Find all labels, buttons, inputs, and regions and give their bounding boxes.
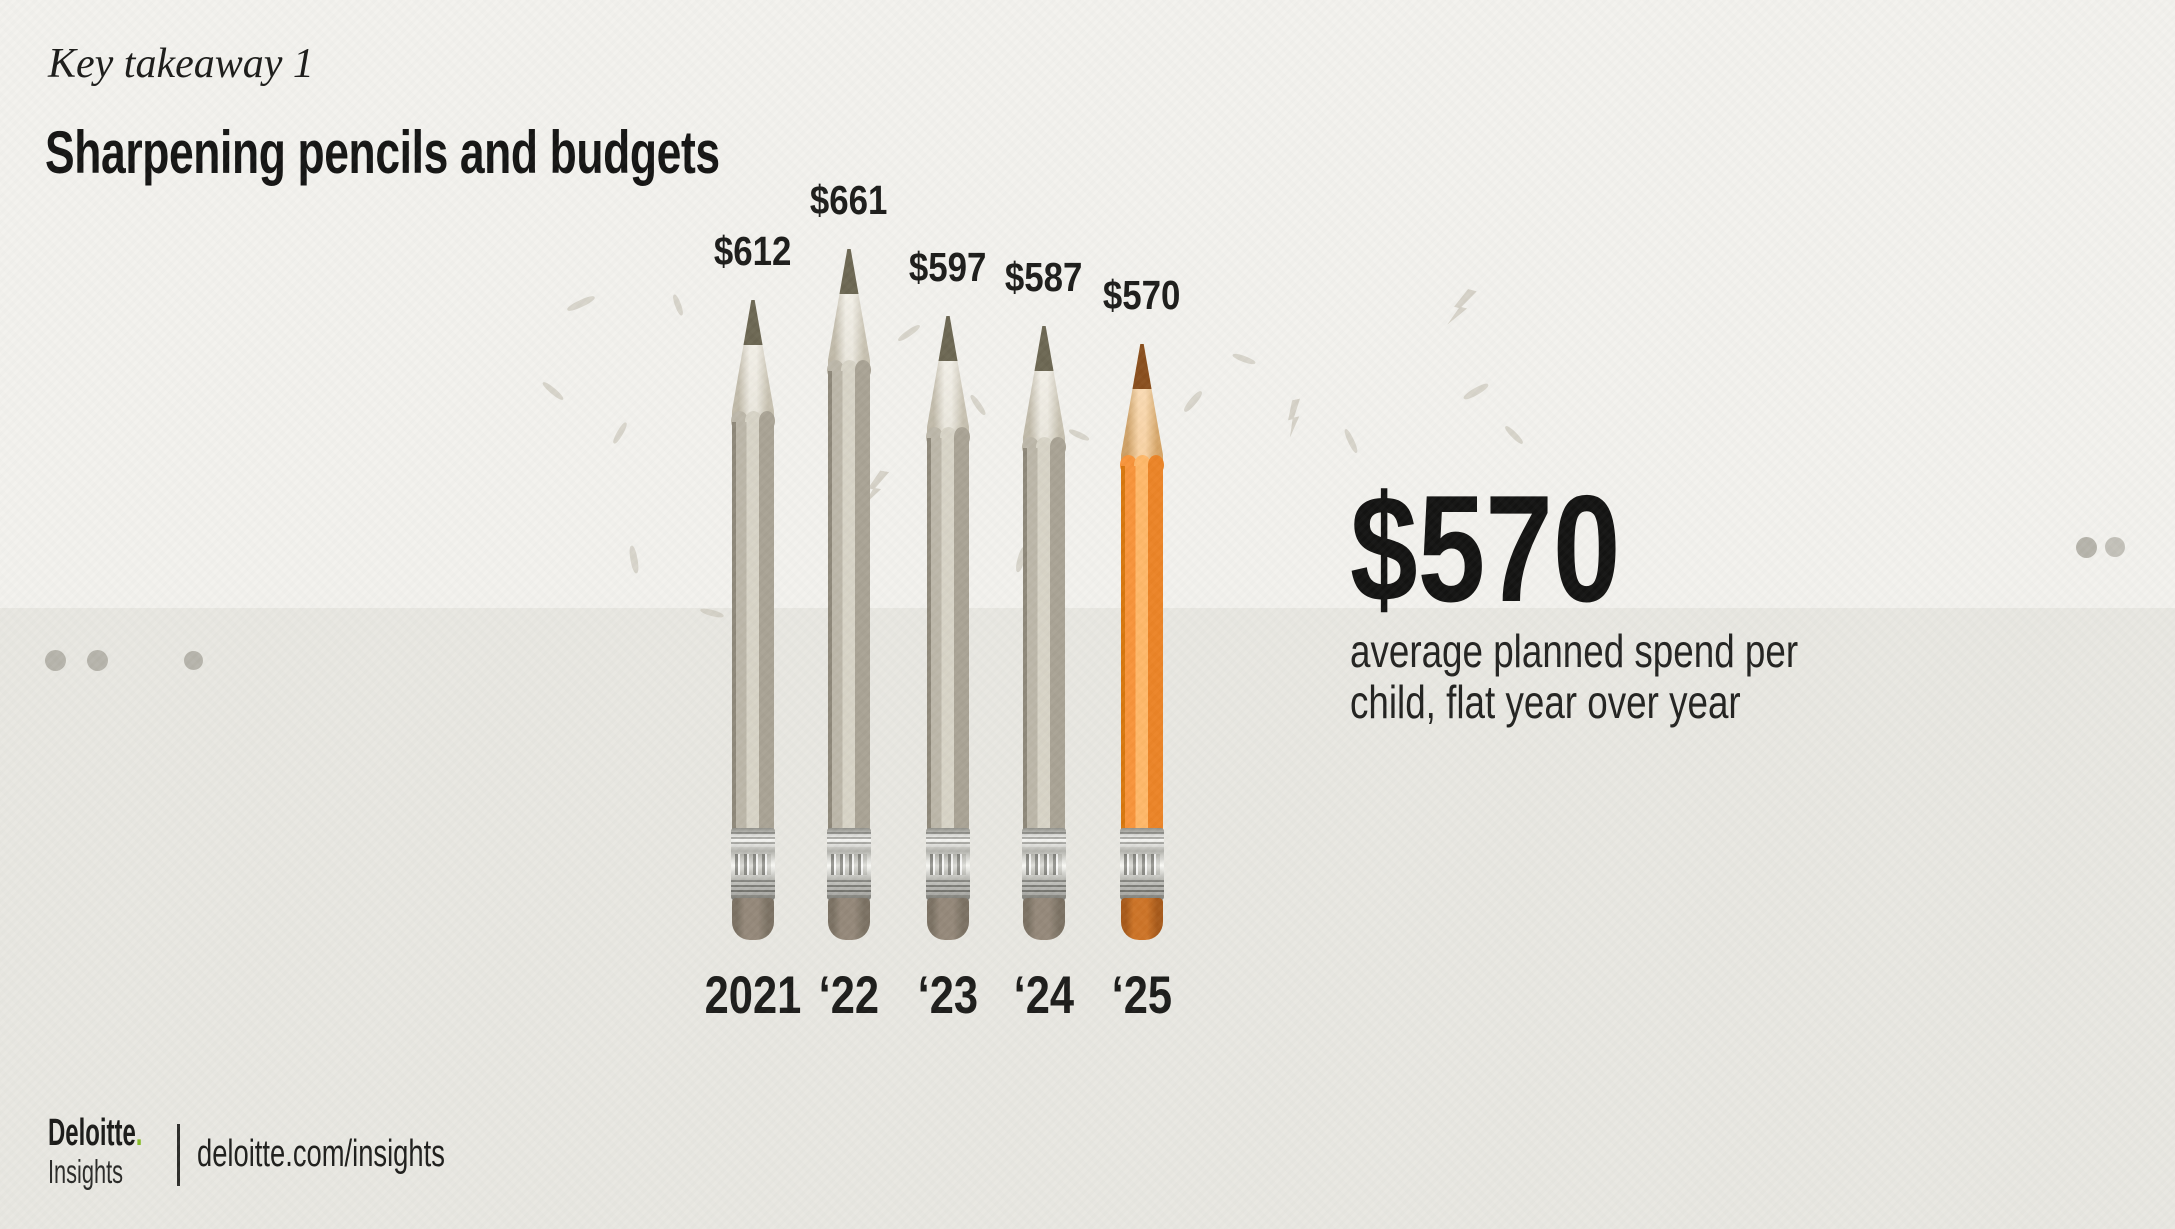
pencil-shaft xyxy=(732,422,774,830)
page-title: Sharpening pencils and budgets xyxy=(45,119,720,186)
pencil-ferrule xyxy=(731,828,775,900)
pencil-bar-2021 xyxy=(731,300,775,940)
pencil-tip xyxy=(1121,344,1163,466)
decor-dot xyxy=(184,651,203,670)
pencil-eraser xyxy=(1121,898,1163,940)
year-label: 2021 xyxy=(704,966,802,1025)
pencil-shaft xyxy=(828,371,870,830)
year-label: ‘23 xyxy=(917,966,979,1025)
pencil-eraser xyxy=(1023,898,1065,940)
pencil-tip xyxy=(1023,326,1065,448)
callout-description-line1: average planned spend per xyxy=(1350,625,1799,677)
pencil-bar-24 xyxy=(1022,326,1066,940)
decor-dot xyxy=(87,650,108,671)
pencil-bar-22 xyxy=(827,249,871,940)
kicker-text: Key takeaway 1 xyxy=(48,41,314,87)
callout-description-line2: child, flat year over year xyxy=(1350,676,1741,728)
year-label: ‘25 xyxy=(1111,966,1173,1025)
pencil-tip xyxy=(927,316,969,438)
decor-dot xyxy=(2105,537,2125,557)
pencil-ferrule xyxy=(926,828,970,900)
pencil-ferrule xyxy=(1022,828,1066,900)
pencil-bar-23 xyxy=(926,316,970,940)
value-label: $587 xyxy=(1005,254,1083,300)
footer-divider xyxy=(177,1124,180,1186)
deloitte-green-dot: . xyxy=(135,1112,143,1154)
pencil-tip xyxy=(732,300,774,422)
year-label: ‘24 xyxy=(1013,966,1075,1025)
footer-url[interactable]: deloitte.com/insights xyxy=(197,1133,445,1175)
deloitte-logo: Deloitte. xyxy=(48,1112,143,1154)
background-band xyxy=(0,608,2175,1229)
value-label: $661 xyxy=(810,177,888,223)
pencil-eraser xyxy=(732,898,774,940)
decor-dot xyxy=(2076,537,2097,558)
year-label: ‘22 xyxy=(818,966,880,1025)
value-label: $612 xyxy=(714,228,792,274)
pencil-eraser xyxy=(828,898,870,940)
deloitte-insights-label: Insights xyxy=(48,1153,124,1190)
pencil-shaft xyxy=(927,438,969,830)
decor-dot xyxy=(45,650,66,671)
callout-description: average planned spend per child, flat ye… xyxy=(1350,626,1814,728)
value-label: $597 xyxy=(909,244,987,290)
pencil-shaft xyxy=(1023,448,1065,830)
pencil-bar-25 xyxy=(1120,344,1164,940)
pencil-ferrule xyxy=(827,828,871,900)
footer-brand-block: Deloitte. Insights xyxy=(48,1114,198,1188)
value-label: $570 xyxy=(1103,272,1181,318)
pencil-eraser xyxy=(927,898,969,940)
pencil-shaft xyxy=(1121,466,1163,830)
pencil-ferrule xyxy=(1120,828,1164,900)
callout-value: $570 xyxy=(1350,464,1621,634)
